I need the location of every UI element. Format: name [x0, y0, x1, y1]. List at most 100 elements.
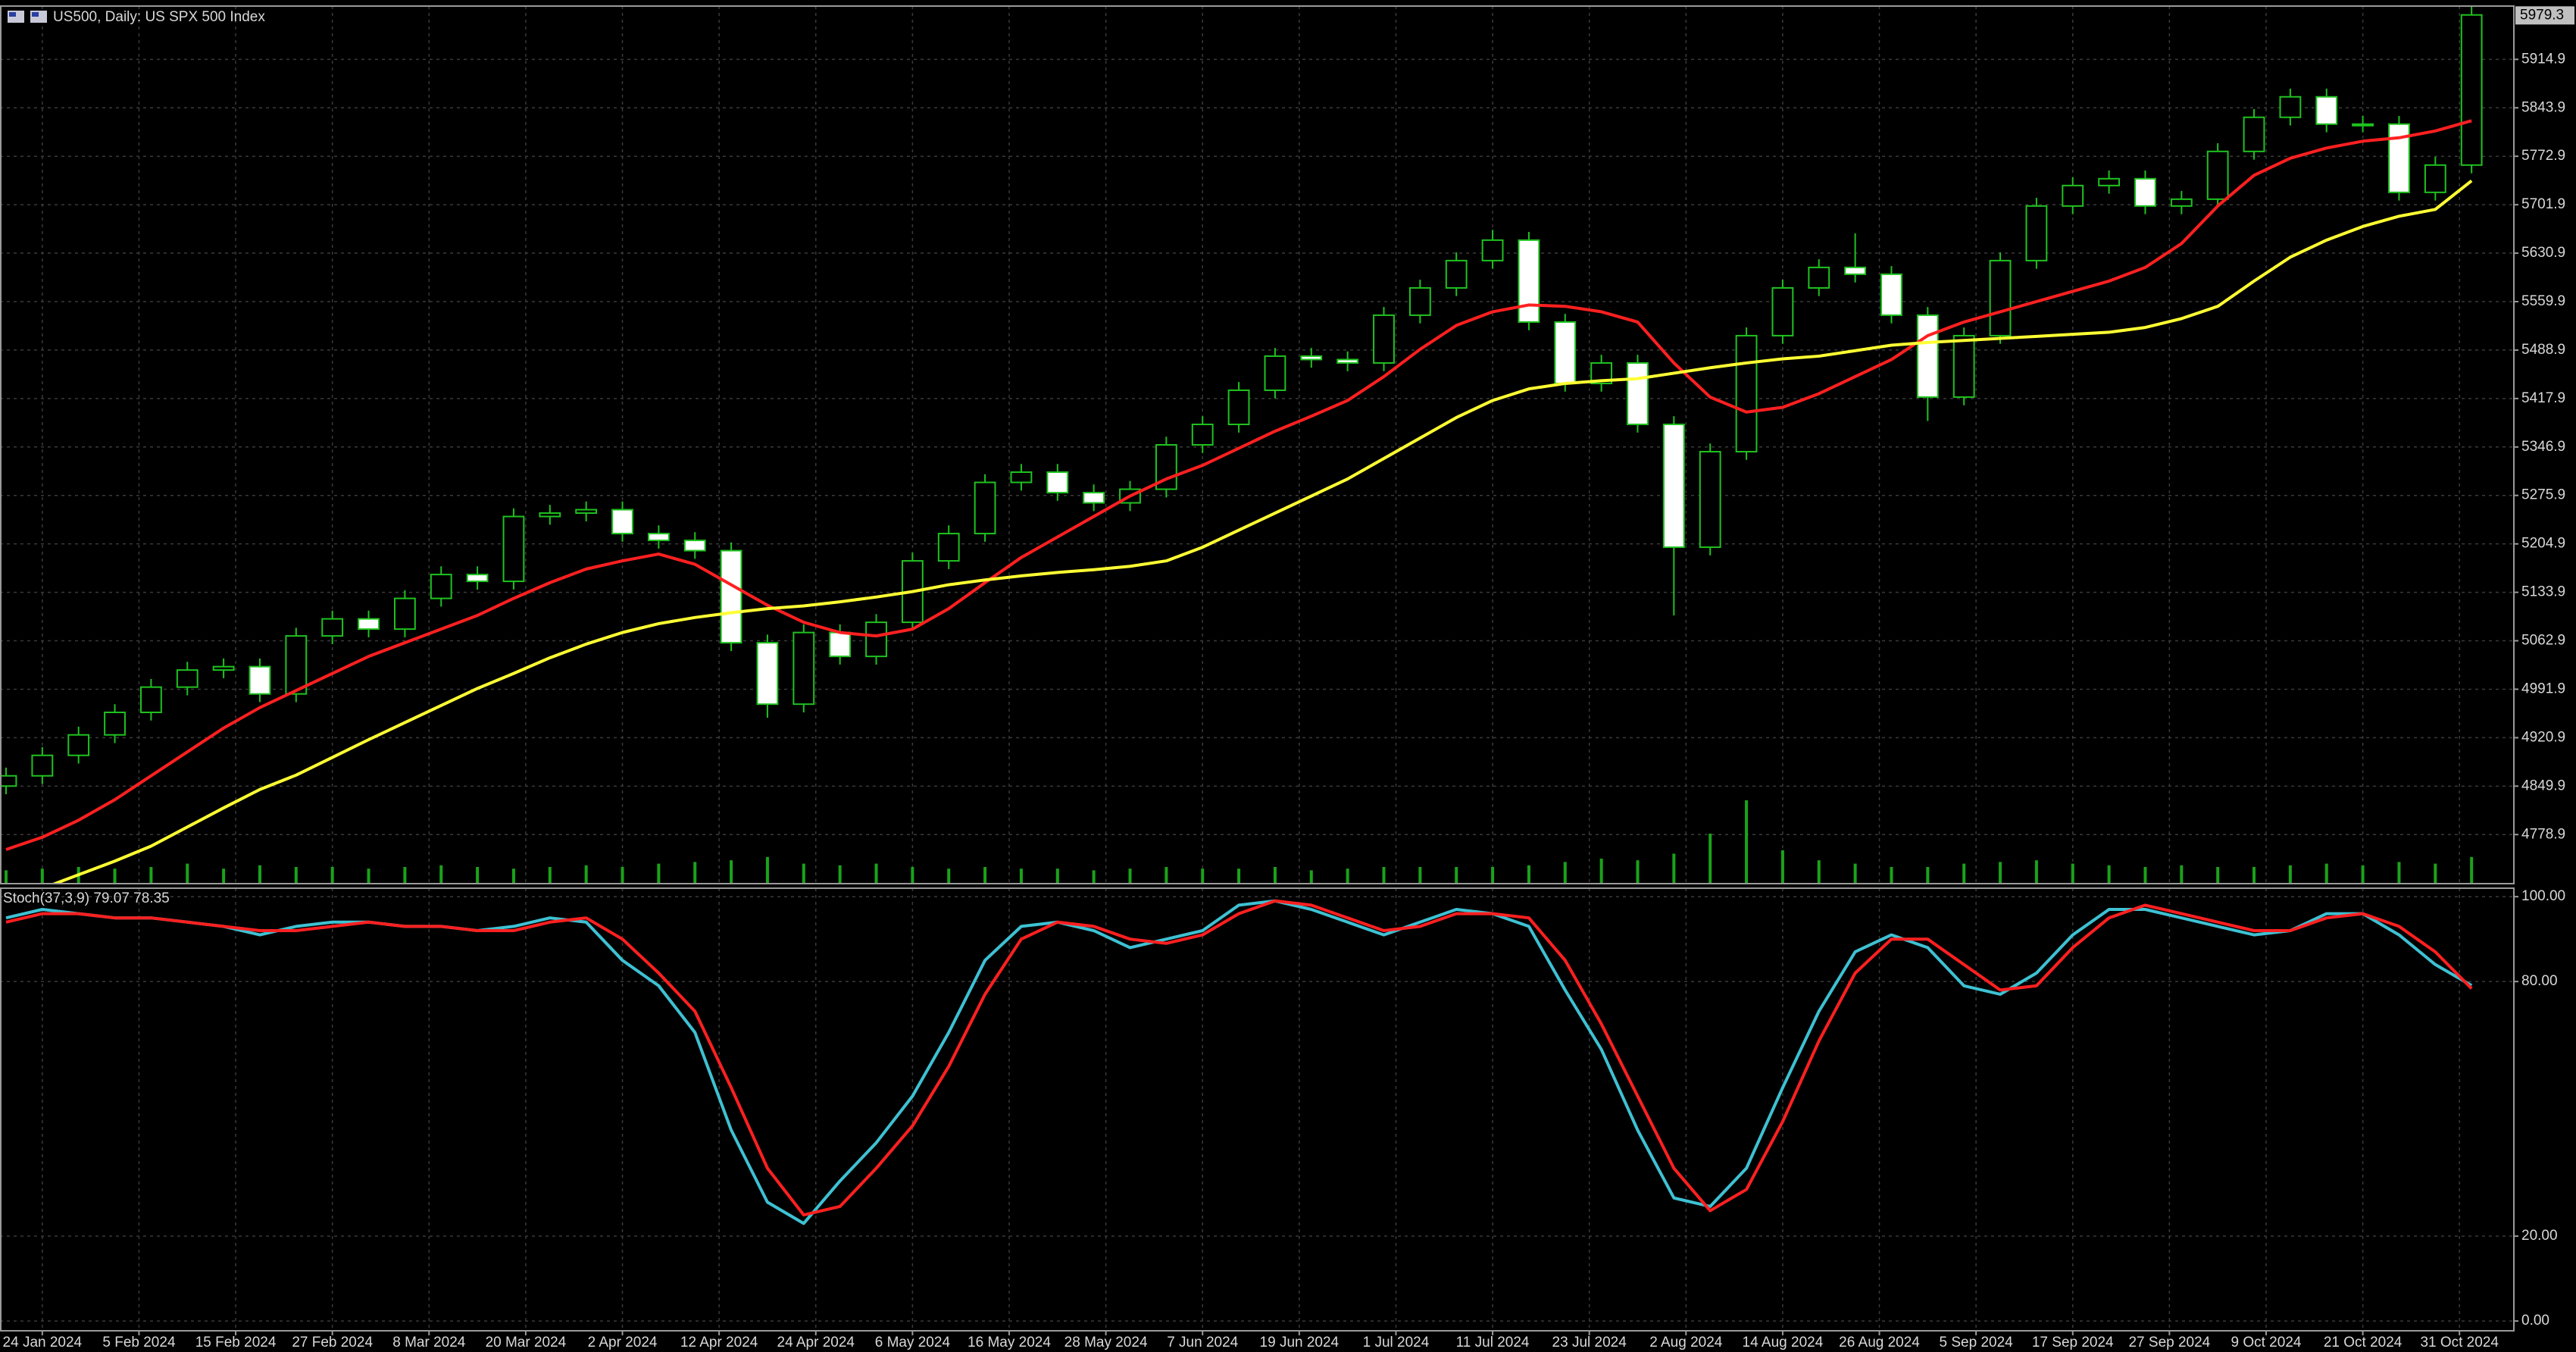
- x-tick-label: 14 Aug 2024: [1743, 1335, 1824, 1350]
- volume-bar: [2216, 867, 2220, 884]
- candle-body: [176, 669, 199, 688]
- labels: 4778.9 4849.9 4920.9 4991.9 5062.9 5133.9 5204…: [3, 6, 2574, 1350]
- y-tick-label: 5275.9: [2521, 487, 2565, 503]
- y-tick-label: 5772.9: [2521, 148, 2565, 164]
- candle-body: [1699, 451, 1721, 549]
- volume-bar: [403, 867, 407, 884]
- flag-icon-part: [32, 12, 39, 17]
- candle-body: [1227, 389, 1250, 425]
- volume-bar: [1926, 867, 1930, 884]
- candle-body: [1336, 358, 1359, 364]
- candle-body: [1373, 314, 1395, 364]
- candle-body: [2062, 184, 2084, 207]
- candle-body: [1952, 334, 1975, 398]
- volume-bar: [149, 867, 153, 884]
- x-tick-label: 19 Jun 2024: [1260, 1335, 1340, 1350]
- y-tick-label: 5630.9: [2521, 245, 2565, 261]
- candle-body: [1916, 314, 1939, 398]
- candle-body: [2388, 123, 2410, 193]
- candle-body: [2243, 116, 2265, 152]
- candle-body: [358, 618, 380, 631]
- volume-bar: [584, 865, 588, 884]
- candle-body: [792, 631, 815, 706]
- volume-bar: [1237, 868, 1241, 884]
- volume-bar: [1636, 860, 1640, 884]
- x-tick-label: 9 Oct 2024: [2231, 1335, 2302, 1350]
- y-tick-label: 5133.9: [2521, 584, 2565, 600]
- volume-bar: [548, 867, 552, 884]
- volume-bar: [1962, 863, 1966, 884]
- indicator-title: Stoch(37,3,9) 79.07 78.35: [3, 890, 170, 906]
- x-tick-label: 12 Apr 2024: [680, 1335, 758, 1350]
- volume-bar: [911, 867, 914, 884]
- x-tick-label: 16 May 2024: [968, 1335, 1051, 1350]
- candle-body: [2134, 177, 2156, 207]
- candle-body: [31, 754, 54, 777]
- candle-body: [67, 734, 90, 756]
- volume-bar: [1128, 868, 1132, 884]
- candle-body: [2098, 177, 2121, 186]
- volume-bar: [1309, 870, 1313, 884]
- volume-bar: [1382, 867, 1386, 884]
- volume-bar: [2180, 865, 2184, 884]
- line-series: [5, 899, 2473, 1217]
- candle-body: [1989, 259, 2012, 336]
- volume-bar: [1563, 862, 1567, 884]
- candle-body: [539, 512, 561, 518]
- y-tick-label: 20.00: [2521, 1228, 2558, 1244]
- volume-bar: [1890, 867, 1893, 884]
- candle-body: [865, 621, 887, 658]
- candle-body: [1735, 334, 1758, 453]
- volume-bar: [693, 862, 697, 884]
- x-tick-label: 1 Jul 2024: [1363, 1335, 1430, 1350]
- volume-bar: [621, 867, 624, 884]
- candle-body: [2170, 198, 2193, 207]
- y-tick-label: 0.00: [2521, 1313, 2549, 1329]
- last-price-box: [2515, 6, 2574, 25]
- candle-body: [683, 540, 706, 552]
- x-tick-label: 23 Jul 2024: [1552, 1335, 1627, 1350]
- volume-bar: [730, 860, 733, 884]
- volume-bar: [2361, 865, 2365, 884]
- candle-body: [1844, 266, 1867, 275]
- stoch-panel: [5, 899, 2473, 1225]
- volume-bar: [765, 856, 769, 884]
- volume-bar: [186, 863, 189, 884]
- x-tick-label: 5 Sep 2024: [1940, 1335, 2014, 1350]
- volume-bar: [1672, 853, 1676, 884]
- volume-bar: [476, 867, 480, 884]
- volume-bar: [1817, 860, 1821, 884]
- candle-body: [1083, 492, 1105, 504]
- candle-body: [249, 665, 271, 695]
- volume-bar: [222, 868, 226, 884]
- last-price-label: 5979.3: [2520, 7, 2564, 23]
- candle-body: [1300, 355, 1323, 361]
- x-tick-label: 27 Sep 2024: [2128, 1335, 2210, 1350]
- candle-body: [1010, 471, 1033, 484]
- line-series: [50, 179, 2473, 884]
- x-tick-label: 31 Oct 2024: [2420, 1335, 2499, 1350]
- volume-bar: [258, 865, 261, 884]
- y-tick-label: 100.00: [2521, 888, 2565, 904]
- volume-bar: [439, 865, 443, 884]
- volume-bar: [1745, 800, 1749, 884]
- volume-bar: [983, 867, 987, 884]
- candle-body: [937, 533, 960, 562]
- candle-body: [2460, 14, 2483, 166]
- volume-bar: [1780, 850, 1784, 884]
- volume-bar: [1201, 868, 1205, 884]
- stoch-frame: [0, 887, 2515, 1332]
- volume-bar: [1599, 859, 1603, 884]
- volume-bar: [1491, 867, 1495, 884]
- x-tick-label: 24 Apr 2024: [777, 1335, 855, 1350]
- candle-body: [2206, 150, 2229, 200]
- volume-bar: [1455, 867, 1458, 884]
- x-tick-label: 21 Oct 2024: [2324, 1335, 2402, 1350]
- candle-body: [104, 711, 126, 736]
- y-tick-label: 5204.9: [2521, 536, 2565, 552]
- volume-bar: [2107, 865, 2111, 884]
- x-tick-label: 2 Apr 2024: [588, 1335, 658, 1350]
- candle-body: [466, 574, 489, 583]
- volume-bar: [2397, 862, 2401, 884]
